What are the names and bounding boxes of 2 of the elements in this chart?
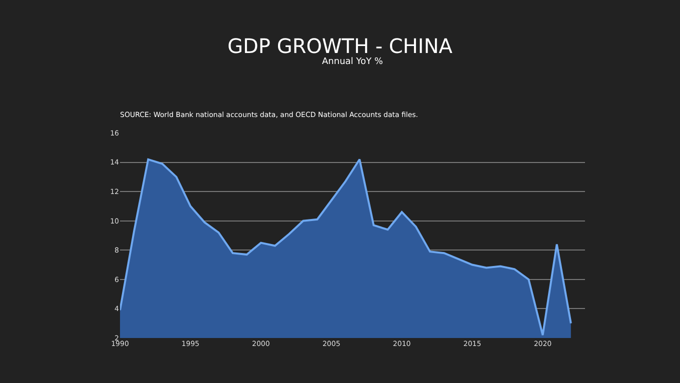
chart-title: GDP GROWTH - CHINA — [228, 34, 453, 58]
chart-subtitle: Annual YoY % — [322, 57, 384, 67]
